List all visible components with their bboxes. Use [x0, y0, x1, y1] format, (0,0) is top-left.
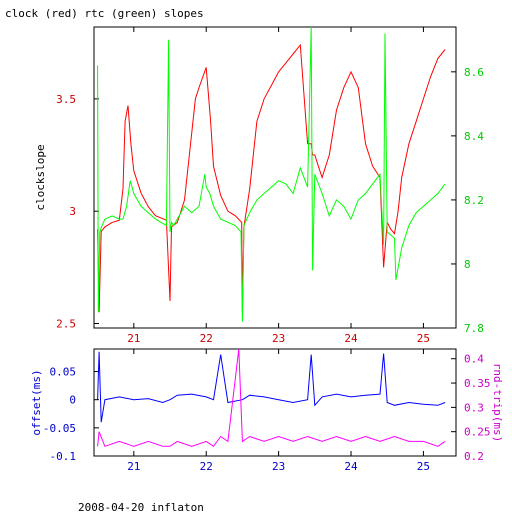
top-y-left-tick-label: 3.5 [56, 93, 76, 106]
top-y-right-tick-label: 8.6 [464, 66, 484, 79]
bottom-x-tick-label: 24 [344, 460, 358, 473]
bottom-y-right-tick-label: 0.4 [464, 353, 484, 366]
top-y-left-tick-label: 3 [69, 205, 76, 218]
top-series-left-line [97, 43, 446, 313]
bottom-series-right-line [97, 349, 446, 447]
bottom-y-left-tick-label: 0 [69, 394, 76, 407]
top-series-right-line [97, 27, 446, 322]
bottom-y-right-axis-title: rnd-trip(ms) [491, 363, 504, 442]
bottom-y-right-tick-label: 0.35 [464, 377, 491, 390]
bottom-x-tick-label: 21 [127, 460, 140, 473]
bottom-x-tick-label: 22 [200, 460, 213, 473]
top-y-right-tick-label: 8.2 [464, 194, 484, 207]
bottom-y-right-tick-label: 0.25 [464, 426, 491, 439]
bottom-y-right-tick-label: 0.3 [464, 401, 484, 414]
footer-label: 2008-04-20 inflaton [78, 501, 204, 512]
top-plot-frame [93, 26, 457, 329]
top-x-tick-label: 22 [200, 332, 213, 345]
offset-roundtrip-chart: 21 22 23 24 25 0.05 0 -0.05 -0.1 0.2 0.25 0.3 0.35 0.… [30, 348, 504, 473]
bottom-x-tick-label: 23 [272, 460, 285, 473]
top-chart-title: clock (red) rtc (green) slopes [5, 7, 204, 20]
clock-slope-chart: 21 22 23 24 25 2.5 3 3.5 7.8 8 8.2 8.4 8.6 clockslope [34, 26, 484, 345]
top-x-tick-label: 23 [272, 332, 285, 345]
top-x-tick-label: 25 [417, 332, 430, 345]
bottom-series-left-line [97, 351, 446, 423]
bottom-y-left-tick-label: -0.1 [50, 450, 77, 463]
top-y-right-tick-label: 7.8 [464, 322, 484, 335]
bottom-y-left-tick-label: -0.05 [43, 422, 76, 435]
top-x-tick-label: 24 [344, 332, 358, 345]
bottom-y-right-tick-label: 0.2 [464, 450, 484, 463]
top-y-right-tick-label: 8.4 [464, 130, 484, 143]
bottom-plot-frame [93, 348, 457, 457]
top-y-left-tick-label: 2.5 [56, 318, 76, 331]
bottom-y-left-tick-label: 0.05 [50, 366, 77, 379]
top-x-tick-label: 21 [127, 332, 140, 345]
bottom-y-left-axis-title: offset(ms) [30, 369, 43, 435]
top-y-left-axis-title: clockslope [34, 144, 47, 210]
top-y-right-tick-label: 8 [464, 258, 471, 271]
bottom-x-tick-label: 25 [417, 460, 430, 473]
